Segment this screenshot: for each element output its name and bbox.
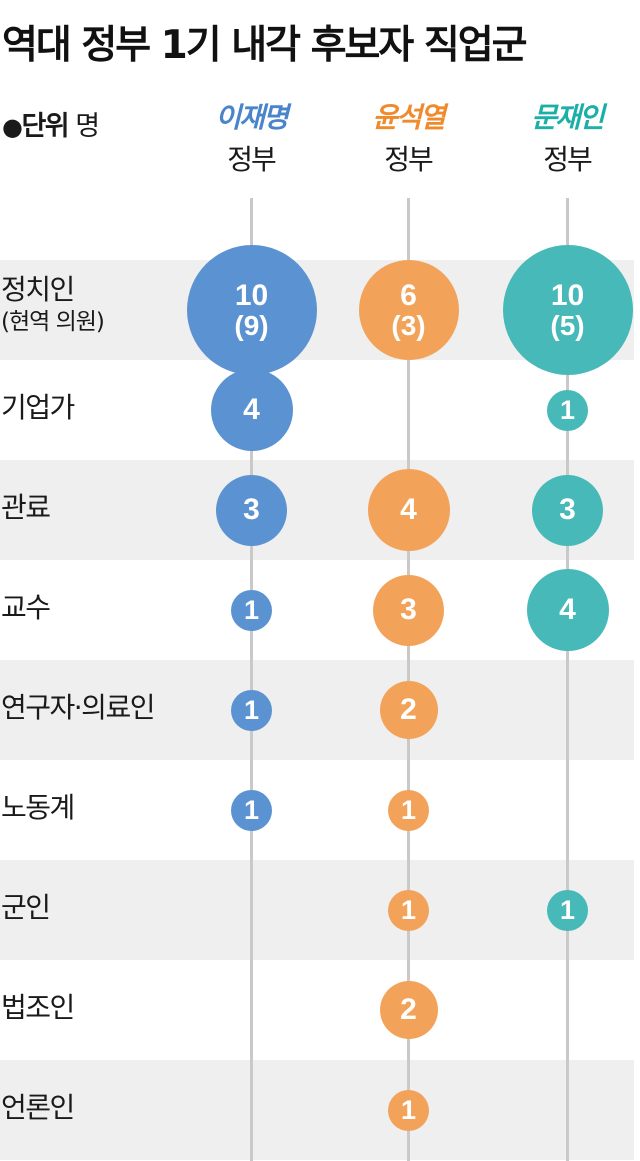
row-label: 관료 bbox=[1, 491, 51, 524]
bubble: 10 (9) bbox=[186, 245, 317, 375]
bubble: 2 bbox=[379, 981, 438, 1039]
bubble: 1 bbox=[231, 589, 272, 631]
bubble: 1 bbox=[388, 1089, 429, 1131]
bubble: 3 bbox=[216, 474, 287, 546]
bubble: 1 bbox=[388, 789, 429, 831]
bullet-icon: ● bbox=[2, 113, 23, 141]
row-band bbox=[0, 460, 634, 560]
row-label: 교수 bbox=[1, 591, 51, 624]
row-band bbox=[0, 1060, 634, 1160]
chart-title: 역대 정부 1기 내각 후보자 직업군 bbox=[2, 23, 527, 68]
bubble: 1 bbox=[547, 389, 588, 431]
column-line bbox=[250, 198, 253, 1161]
bubble: 6 (3) bbox=[358, 260, 459, 360]
row-band bbox=[0, 960, 634, 1060]
bubble: 3 bbox=[532, 474, 603, 546]
row-label: 법조인 bbox=[1, 991, 75, 1024]
bubble: 1 bbox=[231, 689, 272, 731]
row-band bbox=[0, 860, 634, 960]
bubble: 10 (5) bbox=[502, 245, 633, 375]
row-label: 기업가 bbox=[1, 391, 75, 424]
bubble: 4 bbox=[367, 469, 450, 551]
bubble: 1 bbox=[547, 889, 588, 931]
unit-label: ●단위 명 bbox=[2, 111, 100, 142]
bubble: 4 bbox=[210, 369, 293, 451]
bubble: 4 bbox=[526, 569, 609, 651]
row-label: 언론인 bbox=[1, 1091, 75, 1124]
column-line bbox=[566, 198, 569, 1161]
row-label: 연구자·의료인 bbox=[1, 691, 155, 724]
row-band bbox=[0, 760, 634, 860]
row-band bbox=[0, 360, 634, 460]
column-header: 문재인 정부 bbox=[531, 101, 604, 176]
bubble: 1 bbox=[388, 889, 429, 931]
column-header: 윤석열 정부 bbox=[372, 101, 445, 176]
row-label: 정치인 (현역 의원) bbox=[1, 273, 105, 335]
column-line bbox=[407, 198, 410, 1161]
bubble: 1 bbox=[231, 789, 272, 831]
row-label: 노동계 bbox=[1, 791, 75, 824]
row-label: 군인 bbox=[1, 891, 51, 924]
bubble: 3 bbox=[373, 574, 444, 646]
column-header: 이재명 정부 bbox=[215, 101, 288, 176]
bubble: 2 bbox=[379, 681, 438, 739]
row-band bbox=[0, 660, 634, 760]
row-note: (현역 의원) bbox=[1, 309, 105, 335]
